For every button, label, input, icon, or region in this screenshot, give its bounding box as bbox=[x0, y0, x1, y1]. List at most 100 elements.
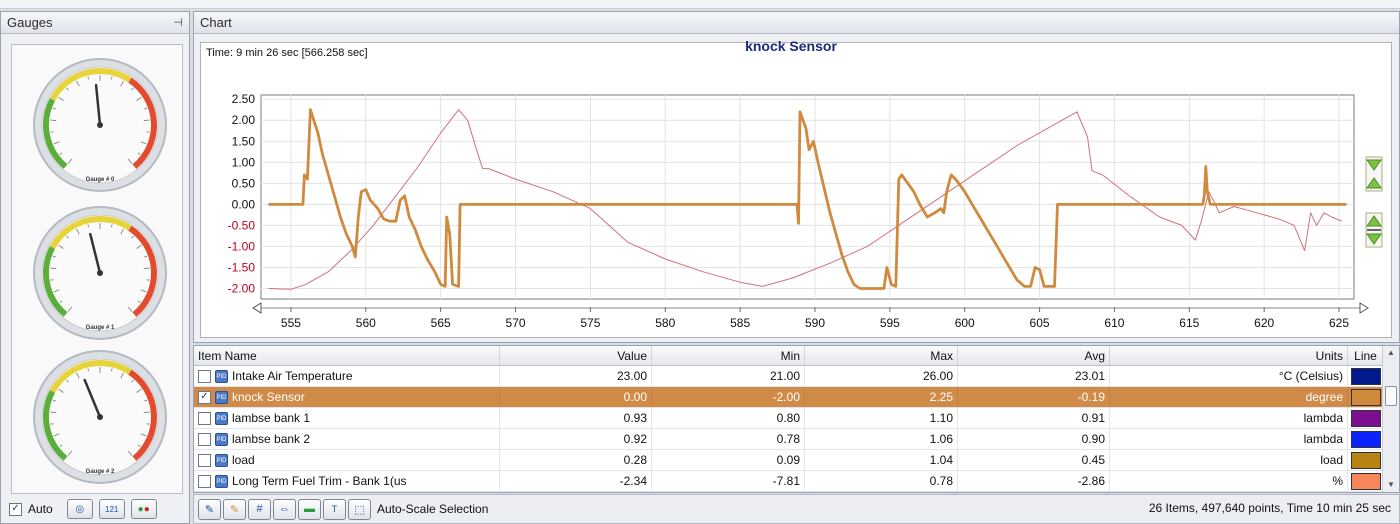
table-header: Item Name Value Min Max Avg Units Line bbox=[194, 346, 1399, 366]
header-max[interactable]: Max bbox=[805, 346, 958, 365]
auto-scale-icon: ⬚ bbox=[354, 503, 365, 516]
gauge-tick bbox=[76, 372, 80, 379]
row-checkbox[interactable] bbox=[198, 411, 211, 425]
chart-panel: Chart 2.50 2.00 1.50 1.00 0.50 0.00 -0.50 -1.00… bbox=[193, 11, 1400, 343]
gauge-band bbox=[128, 369, 157, 461]
cell-units: °C (Celsius) bbox=[1110, 366, 1348, 386]
gauge-tick bbox=[111, 224, 113, 228]
number-format-button[interactable]: # bbox=[248, 498, 271, 520]
gauge-label: Gauge # 2 bbox=[86, 469, 115, 475]
line-color-swatch[interactable] bbox=[1350, 472, 1381, 490]
table-row[interactable]: PID Long Term Fuel Trim - Bank 1(us -2.3… bbox=[194, 471, 1399, 492]
header-item-name[interactable]: Item Name bbox=[194, 346, 500, 365]
cell-min: 0.78 bbox=[652, 429, 805, 449]
item-name: lambse bank 2 bbox=[232, 431, 311, 446]
line-color-swatch[interactable] bbox=[1350, 367, 1381, 385]
header-avg[interactable]: Avg bbox=[958, 346, 1110, 365]
row-checkbox[interactable] bbox=[198, 453, 211, 467]
header-line[interactable]: Line bbox=[1348, 346, 1384, 365]
row-checkbox[interactable] bbox=[198, 369, 211, 383]
x-tick-label: 560 bbox=[356, 316, 376, 330]
indicator-button[interactable]: ●● bbox=[130, 499, 157, 519]
gauge-needle bbox=[83, 378, 102, 419]
cell-line[interactable] bbox=[1348, 366, 1384, 386]
gauge-band bbox=[49, 360, 132, 393]
auto-scale-label: Auto-Scale Selection bbox=[377, 502, 489, 516]
cell-line[interactable] bbox=[1348, 429, 1384, 449]
table-row[interactable]: ✓ PID knock Sensor 0.00 -2.00 2.25 -0.19… bbox=[194, 387, 1399, 408]
gauge-tick bbox=[66, 379, 69, 383]
table-row[interactable]: PID lambse bank 1 0.93 0.80 1.10 0.91 la… bbox=[194, 408, 1399, 429]
zoom-in-y-icon[interactable] bbox=[1365, 156, 1383, 192]
line-color-swatch[interactable] bbox=[1350, 388, 1381, 406]
arrow-down-green-icon bbox=[1366, 159, 1382, 171]
header-units[interactable]: Units bbox=[1110, 346, 1348, 365]
threshold-button[interactable]: T bbox=[323, 498, 346, 520]
plot-area[interactable]: 2.50 2.00 1.50 1.00 0.50 0.00 -0.50 -1.00 -1.50 -… bbox=[200, 38, 1393, 339]
zoom-out-y-icon[interactable] bbox=[1365, 212, 1383, 248]
cell-line[interactable] bbox=[1348, 387, 1384, 407]
row-checkbox[interactable] bbox=[198, 474, 211, 488]
pin-icon[interactable]: ⊣ bbox=[173, 17, 183, 29]
pid-icon: PID bbox=[215, 390, 228, 404]
gauge-needle bbox=[89, 232, 102, 275]
scroll-down-icon[interactable]: ▼ bbox=[1387, 480, 1395, 489]
cell-line[interactable] bbox=[1348, 450, 1384, 470]
add-gauge-button[interactable]: ◎ bbox=[66, 499, 93, 519]
cell-units: load bbox=[1110, 450, 1348, 470]
edit-color-button[interactable]: ✎ bbox=[223, 498, 246, 520]
header-value[interactable]: Value bbox=[500, 346, 652, 365]
gauge-band bbox=[128, 77, 157, 169]
gauge-1[interactable]: Gauge # 1 bbox=[30, 203, 170, 343]
cell-min: -7.81 bbox=[652, 471, 805, 491]
gauge-tick bbox=[59, 444, 63, 447]
x-tick-label: 600 bbox=[955, 316, 975, 330]
table-row[interactable]: PID load 0.28 0.09 1.04 0.45 load bbox=[194, 450, 1399, 471]
header-min[interactable]: Min bbox=[652, 346, 805, 365]
table-row[interactable]: PID Intake Air Temperature 23.00 21.00 2… bbox=[194, 366, 1399, 387]
line-button[interactable]: ▬ bbox=[298, 498, 321, 520]
gauge-tick bbox=[137, 300, 141, 303]
scroll-left-icon[interactable] bbox=[252, 302, 262, 314]
table-row[interactable]: PID lambse bank 2 0.92 0.78 1.06 0.90 la… bbox=[194, 429, 1399, 450]
line-color-swatch[interactable] bbox=[1350, 451, 1381, 469]
gauge-tick bbox=[127, 450, 133, 456]
cell-line[interactable] bbox=[1348, 408, 1384, 428]
line-color-swatch[interactable] bbox=[1350, 409, 1381, 427]
chart-panel-title: Chart bbox=[200, 15, 232, 30]
y-tick-label: 1.00 bbox=[232, 155, 256, 169]
edit-button[interactable]: ✎ bbox=[198, 498, 221, 520]
table-scrollbar[interactable]: ▲ ▼ bbox=[1382, 346, 1399, 492]
item-name: load bbox=[232, 452, 255, 467]
gauge-tick bbox=[53, 289, 60, 293]
digital-gauge-button[interactable]: 121 bbox=[98, 499, 125, 519]
gauge-0[interactable]: Gauge # 0 bbox=[30, 55, 170, 195]
row-checkbox[interactable]: ✓ bbox=[198, 390, 211, 404]
threshold-icon: T bbox=[331, 504, 338, 514]
gauge-needle bbox=[94, 83, 102, 127]
chart-svg[interactable]: 2.50 2.00 1.50 1.00 0.50 0.00 -0.50 -1.00 -1.50 -… bbox=[201, 43, 1393, 339]
scroll-right-icon[interactable] bbox=[1359, 302, 1369, 314]
gauge-dial: Gauge # 2 bbox=[33, 350, 167, 484]
gauge-tick bbox=[87, 368, 89, 372]
gauge-tick bbox=[50, 267, 57, 269]
scroll-thumb[interactable] bbox=[1385, 386, 1397, 406]
gauge-2[interactable]: Gauge # 2 bbox=[30, 347, 170, 487]
cell-value: 0.00 bbox=[500, 387, 652, 407]
series-line-secondary[interactable] bbox=[268, 109, 1343, 290]
cell-item-name: PID lambse bank 1 bbox=[194, 408, 500, 428]
fit-width-button[interactable]: ⇔ bbox=[273, 498, 296, 520]
gauge-tick bbox=[144, 255, 148, 258]
y-tick-label: 0.50 bbox=[232, 176, 256, 190]
series-line-knock-sensor[interactable] bbox=[268, 108, 1347, 290]
cell-line[interactable] bbox=[1348, 471, 1384, 491]
auto-scale-button[interactable]: ⬚ bbox=[348, 498, 371, 520]
gauge-tick bbox=[50, 119, 57, 121]
line-color-swatch[interactable] bbox=[1350, 430, 1381, 448]
scroll-up-icon[interactable]: ▲ bbox=[1387, 348, 1395, 357]
auto-checkbox[interactable]: ✓ bbox=[9, 502, 22, 516]
gauge-tick bbox=[140, 141, 147, 145]
row-checkbox[interactable] bbox=[198, 432, 211, 446]
gauge-footer: ✓ Auto ◎ 121 ●● bbox=[9, 497, 185, 521]
x-tick-label: 585 bbox=[730, 316, 750, 330]
